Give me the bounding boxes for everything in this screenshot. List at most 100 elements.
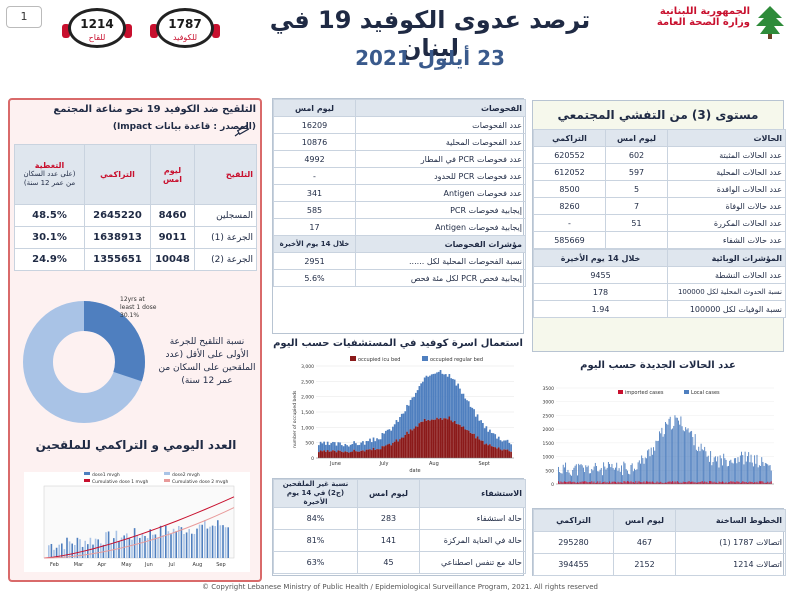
beds-regular-bar — [492, 433, 495, 447]
cases-local-bar — [587, 465, 589, 484]
table-row: عدد فحوصات Antigen 341 — [273, 184, 526, 202]
cases-local-bar — [592, 470, 594, 484]
tests-row-value: 16209 — [273, 116, 356, 134]
cedar-logo-icon — [756, 6, 784, 39]
tests-row-label: عدد فحوصات PCR في المطار — [355, 150, 526, 168]
cases-local-bar — [735, 458, 737, 484]
beds-icu-bar — [325, 451, 327, 458]
cases-local-bar — [674, 415, 676, 484]
beds-icu-bar — [355, 451, 357, 458]
vacc-legend-label: dose1 mvgh — [92, 472, 120, 478]
beds-regular-bar — [446, 376, 449, 420]
cases-local-bar — [645, 458, 647, 484]
beds-regular-bar — [377, 439, 380, 450]
beds-regular-bar — [443, 374, 445, 419]
beds-regular-bar — [318, 445, 320, 453]
beds-icu-bar — [369, 449, 371, 458]
cases-y-tick: 1000 — [543, 455, 555, 461]
cases-imported-bar — [606, 482, 608, 484]
spread-row-label: عدد الحالات المثبتة — [667, 146, 786, 164]
beds-icu-bar — [360, 450, 363, 458]
beds-regular-bar — [369, 438, 371, 450]
cases-local-bar — [653, 447, 655, 484]
tests-col-label: الفحوصات — [355, 99, 526, 117]
cases-local-bar — [699, 451, 701, 484]
tests-row-label: عدد الفحوصات المحلية — [355, 133, 526, 151]
beds-icu-bar — [376, 449, 378, 458]
cases-local-bar — [681, 426, 683, 484]
cases-chart: imported cases Local cases 3500 3000 2500 200… — [543, 386, 774, 488]
cases-imported-bar — [628, 481, 630, 484]
cases-local-bar — [612, 468, 614, 484]
beds-regular-bar — [464, 398, 467, 430]
beds-legend-swatch-icu — [350, 356, 356, 361]
page-title: ترصد عدوى الكوفيد 19 في لبنان — [269, 6, 591, 62]
cases-imported-bar — [625, 482, 627, 484]
cases-imported-bar — [600, 482, 602, 484]
donut-dose1-slice — [23, 301, 145, 423]
beds-icu-bar — [423, 418, 426, 458]
cases-imported-bar — [591, 481, 593, 484]
cases-local-bar — [622, 475, 624, 484]
table-row: عدد الفحوصات 16209 — [273, 116, 526, 134]
beds-icu-bar — [492, 446, 495, 458]
beds-icu-bar — [347, 452, 350, 458]
beds-icu-bar — [319, 450, 322, 458]
beds-icu-bar — [504, 449, 507, 458]
headset-ear-left — [150, 24, 158, 38]
cases-local-bar — [641, 455, 643, 484]
table-row: نسبة الفحوصات المحلية لكل ...... 2951 — [273, 252, 526, 270]
vacc-daily-bar — [146, 538, 149, 558]
cases-local-bar — [737, 457, 739, 484]
footer-copyright: © Copyright Lebanese Ministry of Public … — [201, 583, 598, 591]
vaccination-col-coverage: التغطية (على عدد السكان من عمر 12 سنة) — [14, 144, 85, 205]
vacc-daily-bar — [128, 538, 131, 558]
beds-regular-bar — [501, 441, 504, 451]
beds-icu-bar — [413, 428, 415, 458]
hospital-row-ratio: 84% — [273, 507, 358, 530]
beds-regular-bar — [485, 426, 488, 444]
cases-local-bar — [654, 450, 656, 484]
cases-imported-bar — [632, 481, 634, 484]
cases-imported-bar — [619, 482, 621, 484]
cases-local-bar — [565, 462, 567, 484]
beds-regular-bar — [386, 429, 389, 445]
vacc-daily-bar — [66, 537, 68, 558]
cases-local-bar — [660, 433, 662, 484]
spread-row-yesterday: 602 — [605, 146, 668, 164]
cases-imported-bar — [755, 482, 757, 484]
cases-imported-bar — [663, 482, 665, 484]
cases-local-bar — [667, 424, 669, 484]
cases-imported-bar — [659, 482, 660, 484]
vacc-daily-bar — [48, 545, 50, 558]
spread-row-yesterday: 5 — [605, 180, 668, 198]
cases-imported-bar — [626, 481, 628, 484]
cases-local-bar — [582, 467, 584, 484]
vacc-daily-bar — [79, 539, 81, 558]
cases-imported-bar — [567, 481, 569, 484]
tests-row-label: عدد فحوصات Antigen — [355, 184, 526, 202]
cases-imported-bar — [599, 481, 601, 484]
cases-local-bar — [571, 475, 572, 484]
cases-local-bar — [661, 427, 663, 484]
cases-imported-bar — [760, 481, 762, 484]
vaccination-col-cumulative: التراكمي — [84, 144, 151, 205]
vaccination-title: التلقيح ضد الكوفيد 19 نحو مناعة المجتمع — [53, 104, 256, 115]
tests-panel: الفحوصات ليوم امس عدد الفحوصات 16209 عدد … — [272, 98, 526, 334]
cases-local-bar — [725, 459, 727, 484]
cases-local-bar — [603, 462, 605, 484]
cases-imported-bar — [747, 482, 748, 484]
vacc-daily-bar — [74, 545, 76, 558]
vacc-daily-bar — [204, 520, 206, 558]
beds-y-tick: 2,500 — [301, 379, 314, 385]
vacc-daily-bar — [71, 543, 73, 558]
cases-imported-bar — [621, 482, 622, 484]
vacc-daily-bar — [149, 529, 151, 558]
beds-icu-bar — [358, 451, 361, 458]
vacc-row-label: المسجلين — [194, 204, 257, 227]
vacc-daily-bar — [193, 533, 196, 558]
beds-icu-bar — [344, 451, 347, 458]
beds-regular-bar — [457, 383, 460, 425]
beds-icu-bar — [429, 420, 431, 458]
cases-local-bar — [635, 470, 637, 484]
